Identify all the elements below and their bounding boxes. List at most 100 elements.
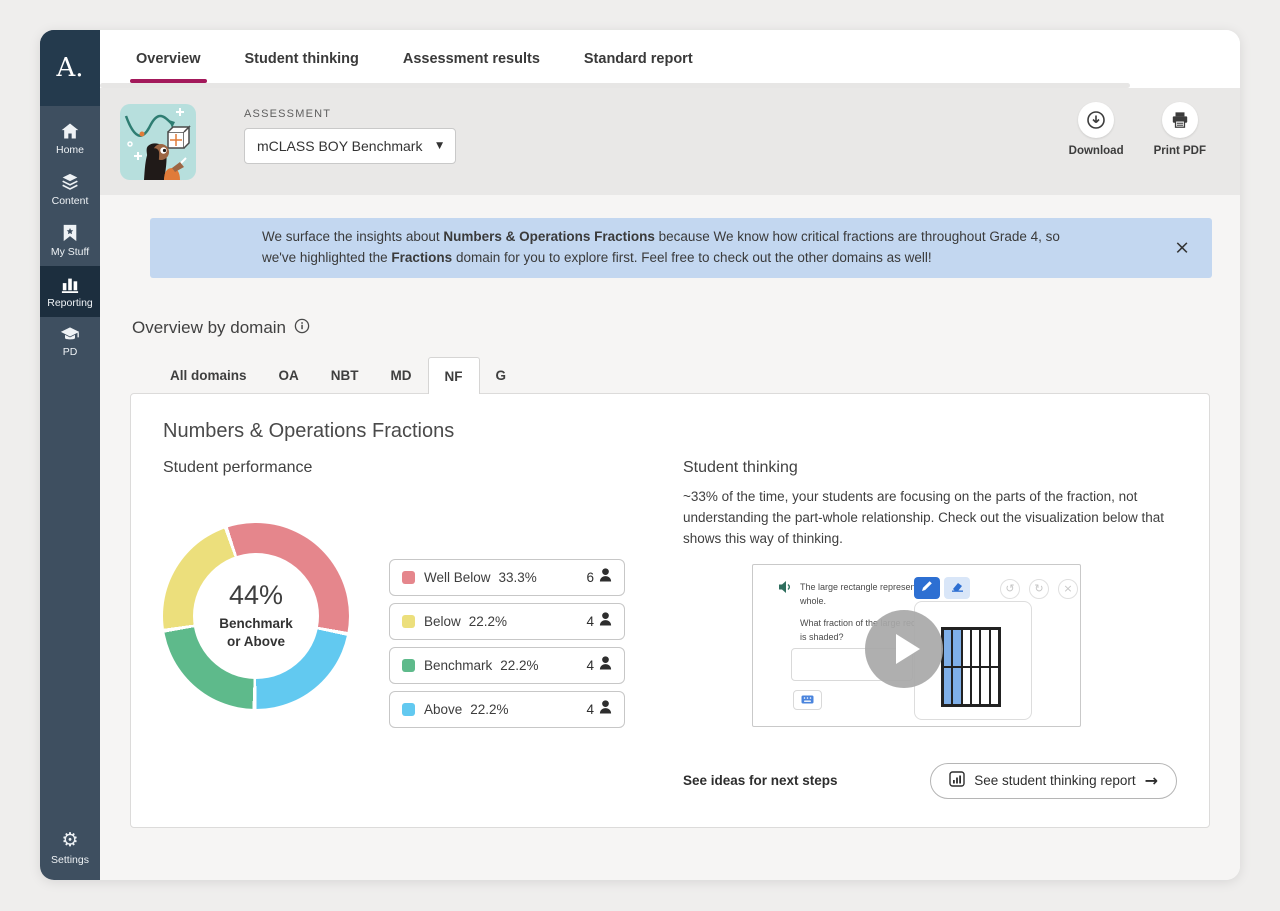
well-below-swatch xyxy=(402,571,415,584)
student-thinking-report-button[interactable]: See student thinking report → xyxy=(930,763,1177,799)
sidebar-item-label: My Stuff xyxy=(51,246,89,258)
domain-tab-label: All domains xyxy=(170,368,247,383)
legend-percent: 33.3% xyxy=(499,570,537,585)
legend-row-above[interactable]: Above 22.2% 4 xyxy=(389,691,625,728)
fraction-cell xyxy=(971,667,980,705)
sidebar-item-home[interactable]: Home xyxy=(40,106,100,164)
viz-eraser-button[interactable] xyxy=(944,577,970,599)
tab-student-thinking[interactable]: Student thinking xyxy=(245,30,359,88)
eraser-icon xyxy=(951,579,964,597)
domain-tab-label: OA xyxy=(279,368,299,383)
donut-center: 44% Benchmark or Above xyxy=(193,553,319,679)
header-actions: Download Print PDF xyxy=(1069,102,1206,195)
speaker-icon[interactable] xyxy=(778,580,793,599)
math-illustration xyxy=(120,104,196,180)
undo-button[interactable]: ↺ xyxy=(1000,579,1020,599)
fraction-cell xyxy=(952,667,961,705)
sidebar: A. Home Content xyxy=(40,30,100,880)
performance-title: Student performance xyxy=(163,459,683,477)
domain-tab-label: G xyxy=(496,368,507,383)
redo-button[interactable]: ↻ xyxy=(1029,579,1049,599)
legend-percent: 22.2% xyxy=(469,614,507,629)
below-swatch xyxy=(402,615,415,628)
banner-bold-fractions: Fractions xyxy=(391,250,452,265)
play-button[interactable] xyxy=(865,610,943,688)
domain-tab-md[interactable]: MD xyxy=(375,357,428,393)
assessment-select-block: ASSESSMENT mCLASS BOY Benchmark ▼ xyxy=(244,108,456,195)
viz-keypad-button[interactable] xyxy=(793,690,822,710)
legend-label: Benchmark xyxy=(424,658,492,673)
person-icon xyxy=(599,656,612,675)
assessment-dropdown-value: mCLASS BOY Benchmark xyxy=(257,138,422,154)
tab-label: Student thinking xyxy=(245,51,359,67)
fraction-grid xyxy=(941,627,1001,707)
domain-tab-g[interactable]: G xyxy=(480,357,523,393)
print-pdf-button[interactable]: Print PDF xyxy=(1154,102,1206,195)
benchmark-swatch xyxy=(402,659,415,672)
domain-tab-nf[interactable]: NF xyxy=(428,357,480,394)
banner-close-button[interactable]: × xyxy=(1174,238,1190,257)
legend-count: 4 xyxy=(586,658,594,673)
fraction-cell xyxy=(990,629,999,667)
viz-close-button[interactable]: × xyxy=(1058,579,1078,599)
logo-text: A. xyxy=(56,53,83,83)
legend-row-below[interactable]: Below 22.2% 4 xyxy=(389,603,625,640)
download-button[interactable]: Download xyxy=(1069,102,1124,195)
tabbar-scrollbar[interactable] xyxy=(100,83,1130,88)
tab-assessment-results[interactable]: Assessment results xyxy=(403,30,540,88)
fraction-cell xyxy=(980,629,989,667)
overview-title-row: Overview by domain xyxy=(132,318,1210,339)
chevron-down-icon: ▼ xyxy=(436,141,443,151)
header-spacer xyxy=(456,88,1069,195)
legend-row-well-below[interactable]: Well Below 33.3% 6 xyxy=(389,559,625,596)
top-tabbar: Overview Student thinking Assessment res… xyxy=(100,30,1240,88)
tab-overview[interactable]: Overview xyxy=(136,30,201,88)
legend-label: Below xyxy=(424,614,461,629)
legend-label: Well Below xyxy=(424,570,491,585)
student-thinking-section: Student thinking ~33% of the time, your … xyxy=(683,459,1177,799)
next-steps-link[interactable]: See ideas for next steps xyxy=(683,773,838,788)
fraction-cell xyxy=(980,667,989,705)
insight-banner-text: We surface the insights about Numbers & … xyxy=(262,227,1092,269)
student-performance-section: Student performance 44% Benchmark or Abo… xyxy=(163,459,683,799)
donut-center-line1: Benchmark xyxy=(219,616,293,631)
tab-label: Standard report xyxy=(584,51,693,67)
bookmark-star-icon xyxy=(62,224,78,242)
sidebar-item-my-stuff[interactable]: My Stuff xyxy=(40,215,100,266)
fraction-cell xyxy=(952,629,961,667)
sidebar-item-content[interactable]: Content xyxy=(40,164,100,215)
play-icon xyxy=(896,634,920,664)
pencil-icon xyxy=(921,579,933,597)
domain-tab-oa[interactable]: OA xyxy=(263,357,315,393)
main-area: Overview Student thinking Assessment res… xyxy=(100,30,1240,880)
gear-icon: ⚙ xyxy=(61,830,78,850)
fraction-cell xyxy=(962,667,971,705)
amplify-logo[interactable]: A. xyxy=(40,30,100,106)
report-chart-icon xyxy=(949,771,965,790)
assessment-header: ASSESSMENT mCLASS BOY Benchmark ▼ Downlo… xyxy=(100,88,1240,195)
sidebar-spacer xyxy=(40,366,100,821)
sidebar-item-reporting[interactable]: Reporting xyxy=(40,266,100,317)
thinking-text: ~33% of the time, your students are focu… xyxy=(683,487,1177,550)
banner-text-part: domain for you to explore first. Feel fr… xyxy=(452,250,932,265)
sidebar-item-label: Home xyxy=(56,144,84,156)
report-button-label: See student thinking report xyxy=(974,773,1135,788)
tab-standard-report[interactable]: Standard report xyxy=(584,30,693,88)
above-swatch xyxy=(402,703,415,716)
sidebar-item-pd[interactable]: PD xyxy=(40,317,100,366)
viz-pencil-button[interactable] xyxy=(914,577,940,599)
domain-tab-nbt[interactable]: NBT xyxy=(315,357,375,393)
performance-donut-chart[interactable]: 44% Benchmark or Above xyxy=(163,523,349,709)
home-icon xyxy=(60,122,80,140)
keypad-icon xyxy=(801,691,814,709)
info-icon[interactable] xyxy=(294,318,310,339)
domain-tab-all[interactable]: All domains xyxy=(154,357,263,393)
sidebar-item-settings[interactable]: ⚙ Settings xyxy=(40,821,100,880)
legend-row-benchmark[interactable]: Benchmark 22.2% 4 xyxy=(389,647,625,684)
assessment-dropdown[interactable]: mCLASS BOY Benchmark ▼ xyxy=(244,128,456,164)
thinking-visualization[interactable]: The large rectangle represents 1 whole. … xyxy=(752,564,1081,727)
donut-center-line2: or Above xyxy=(227,634,285,649)
person-icon xyxy=(599,568,612,587)
sidebar-item-label: PD xyxy=(63,346,78,358)
domain-tab-label: MD xyxy=(391,368,412,383)
